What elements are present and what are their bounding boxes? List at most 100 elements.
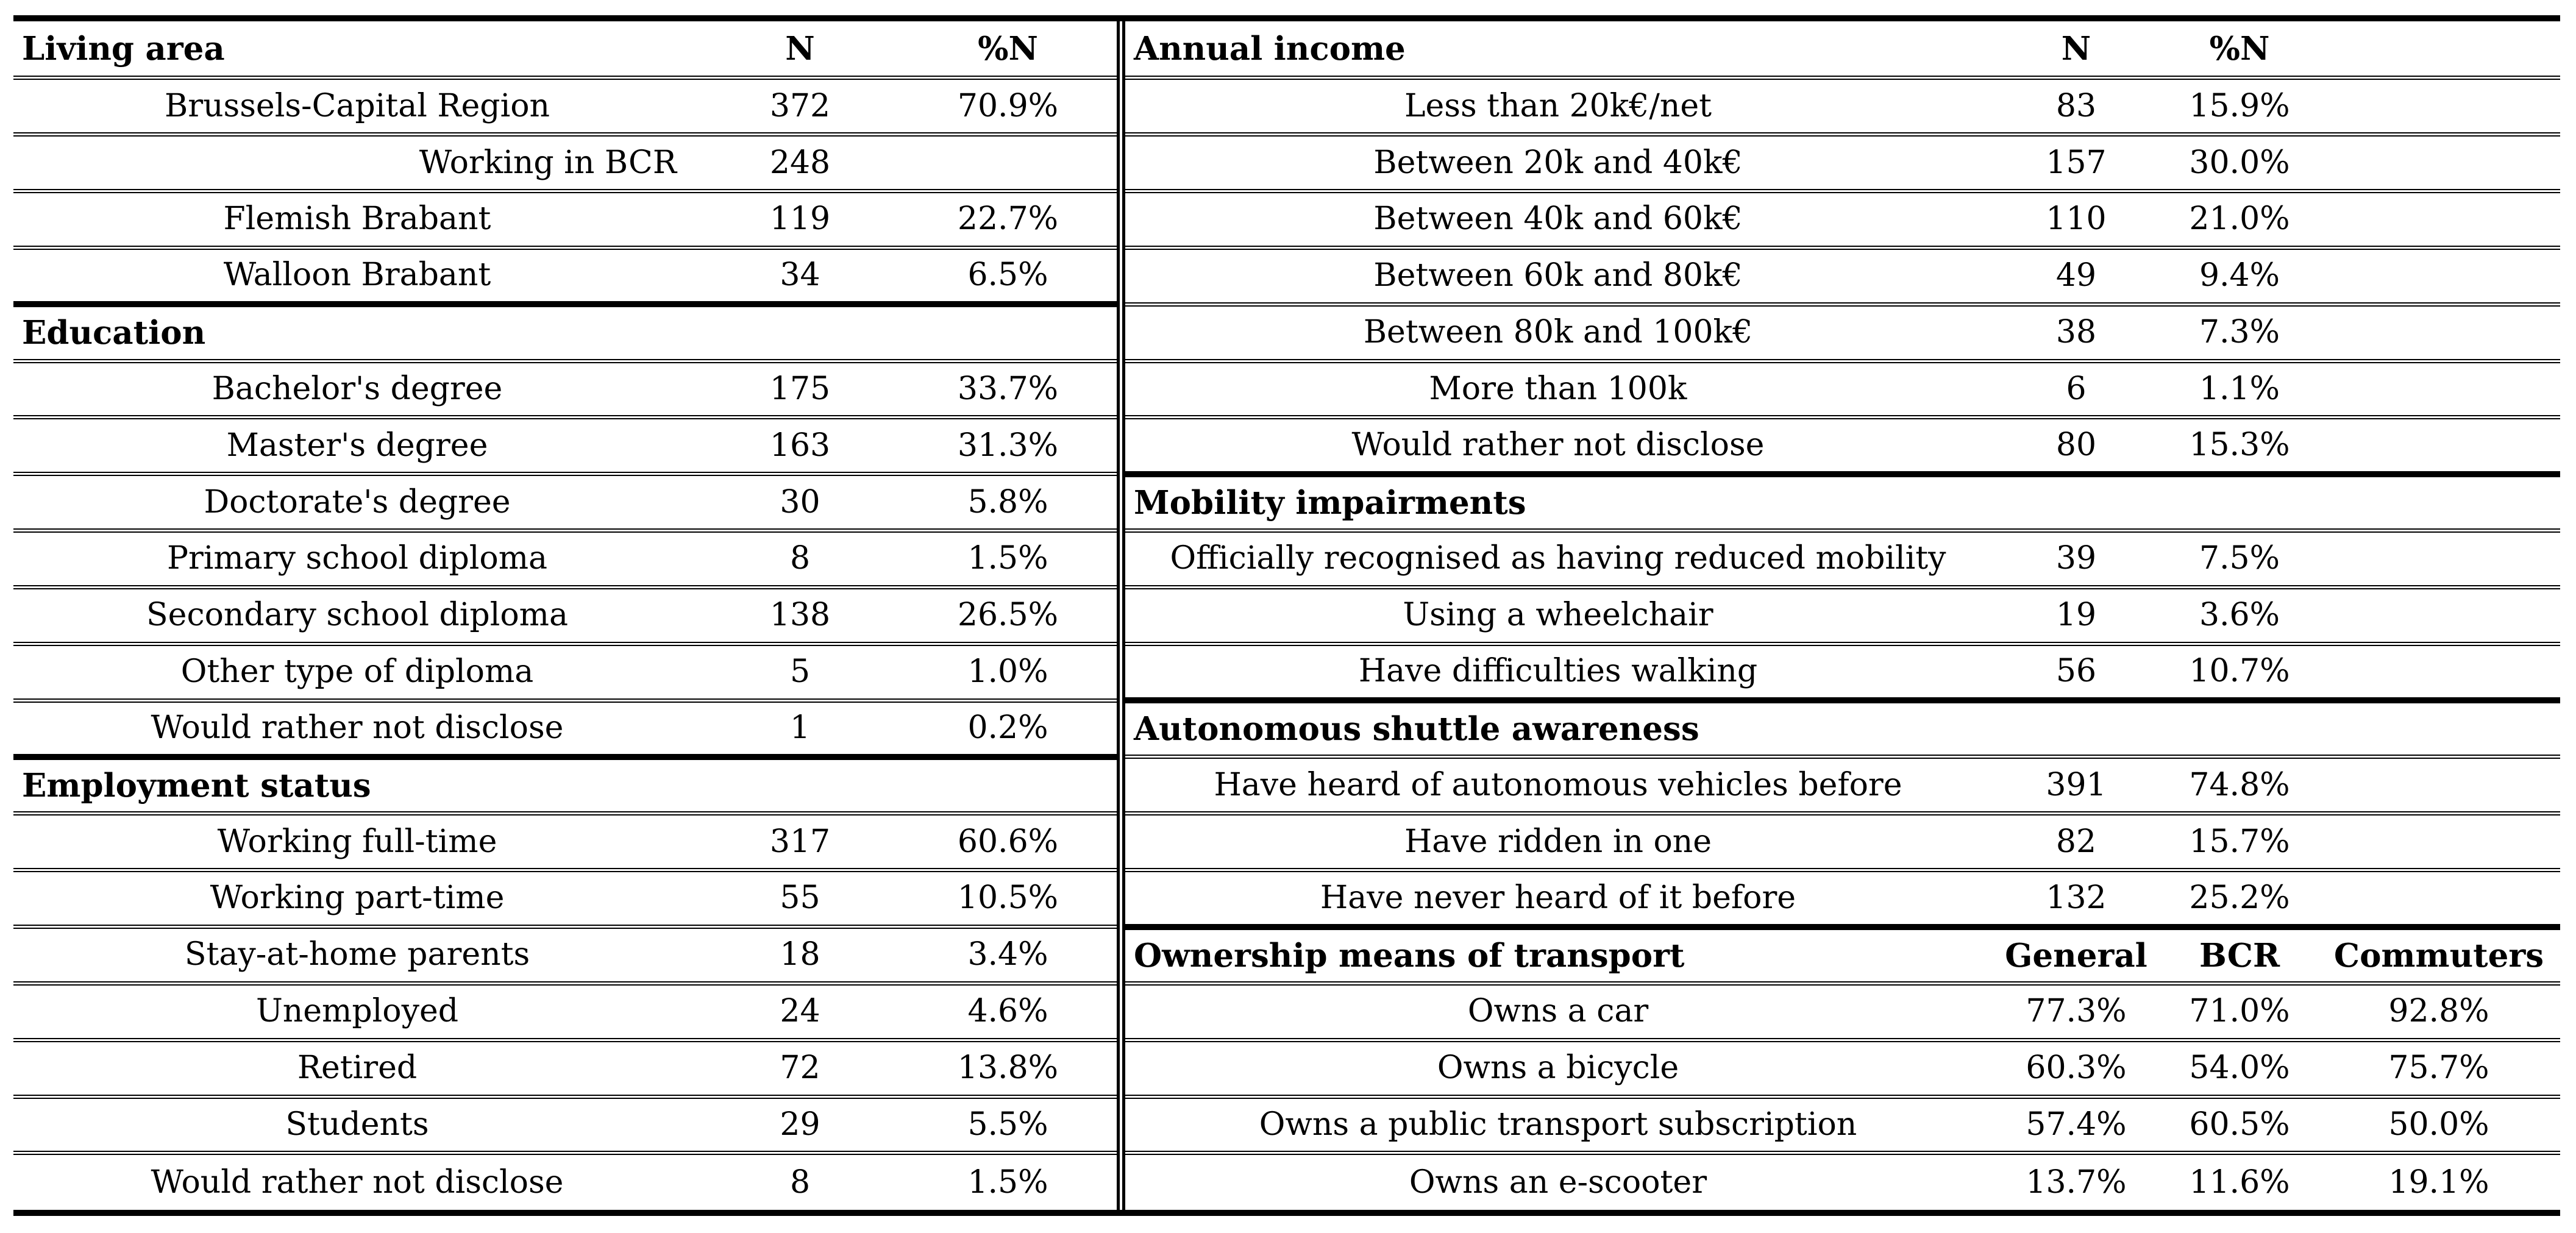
cell-extra: 92.8%	[2318, 981, 2560, 1040]
column-header-n: General	[1991, 923, 2161, 984]
cell-n: 317	[701, 811, 899, 870]
table-row: Between 40k and 60k€ 110 21.0%	[1125, 189, 2560, 248]
cell-extra	[2318, 585, 2560, 644]
row-label: Other type of diploma	[13, 641, 701, 701]
cell-n: 29	[701, 1094, 899, 1153]
cell-n: 13.7%	[1991, 1151, 2161, 1210]
cell-n: 72	[701, 1037, 899, 1097]
table-row: Between 20k and 40k€ 157 30.0%	[1125, 132, 2560, 191]
table-row: Working in BCR 248	[13, 132, 1117, 191]
section-header-row: Employment status	[13, 753, 1117, 814]
cell-extra	[2318, 76, 2560, 135]
cell-pct: 30.0%	[2161, 132, 2318, 191]
section-title: Education	[13, 301, 1117, 361]
cell-extra	[2318, 415, 2560, 474]
cell-pct: 11.6%	[2161, 1151, 2318, 1210]
cell-extra	[2318, 245, 2560, 305]
table-row: Have never heard of it before 132 25.2%	[1125, 868, 2560, 927]
row-label: Between 60k and 80k€	[1125, 245, 1991, 305]
column-header-extra	[2318, 21, 2560, 78]
cell-pct: 54.0%	[2161, 1037, 2318, 1097]
table-row: Between 60k and 80k€ 49 9.4%	[1125, 245, 2560, 305]
table-row: Have ridden in one 82 15.7%	[1125, 811, 2560, 870]
row-label: Owns a car	[1125, 981, 1991, 1040]
column-header-n: N	[2061, 29, 2091, 68]
right-table: Annual income N %N Less than 20k€/net 83 15.9…	[1125, 21, 2560, 1210]
table-row: Owns a bicycle 60.3% 54.0% 75.7%	[1125, 1037, 2560, 1097]
row-label: Have heard of autonomous vehicles before	[1125, 755, 1991, 814]
row-label: Would rather not disclose	[1125, 415, 1991, 474]
row-label: Flemish Brabant	[13, 189, 701, 248]
cell-pct: 33.7%	[899, 358, 1117, 418]
cell-n: 163	[701, 415, 899, 474]
cell-pct: 22.7%	[899, 189, 1117, 248]
row-label: Using a wheelchair	[1125, 585, 1991, 644]
table-row: Unemployed 24 4.6%	[13, 981, 1117, 1040]
column-header-extra: Commuters	[2318, 923, 2560, 984]
cell-extra	[2318, 528, 2560, 588]
cell-pct: 60.5%	[2161, 1094, 2318, 1153]
cell-pct: 70.9%	[899, 76, 1117, 135]
row-label: Have difficulties walking	[1125, 641, 1991, 701]
cell-n: 56	[1991, 641, 2161, 701]
cell-n: 6	[1991, 358, 2161, 418]
table-row: Owns an e-scooter 13.7% 11.6% 19.1%	[1125, 1151, 2560, 1210]
section-header-row: Autonomous shuttle awareness	[1125, 697, 2560, 757]
cell-n: 60.3%	[1991, 1037, 2161, 1097]
table-row: Master's degree 163 31.3%	[13, 415, 1117, 474]
cell-pct: 1.5%	[899, 1151, 1117, 1210]
table-row: Other type of diploma 5 1.0%	[13, 641, 1117, 701]
left-table-body: Living area N %N Brussels-Capital Region 372…	[13, 21, 1117, 1210]
table-row: Walloon Brabant 34 6.5%	[13, 245, 1117, 305]
cell-extra	[2318, 302, 2560, 361]
cell-pct: 13.8%	[899, 1037, 1117, 1097]
cell-pct: 0.2%	[899, 698, 1117, 757]
cell-n: 110	[1991, 189, 2161, 248]
cell-pct: 5.5%	[899, 1094, 1117, 1153]
row-label: Less than 20k€/net	[1125, 76, 1991, 135]
cell-pct	[899, 132, 1117, 191]
cell-n: 19	[1991, 585, 2161, 644]
section-title: Employment status	[13, 753, 1117, 814]
cell-n: 138	[701, 585, 899, 644]
table-row: Brussels-Capital Region 372 70.9%	[13, 76, 1117, 135]
cell-extra	[2318, 189, 2560, 248]
row-label: Students	[13, 1094, 701, 1153]
cell-n: 30	[701, 472, 899, 531]
cell-pct: 15.7%	[2161, 811, 2318, 870]
cell-pct: 1.0%	[899, 641, 1117, 701]
cell-n: 119	[701, 189, 899, 248]
table-row: Would rather not disclose 80 15.3%	[1125, 415, 2560, 474]
section-title: Mobility impairments	[1125, 471, 2560, 531]
cell-n: 1	[701, 698, 899, 757]
row-label: Working in BCR	[13, 132, 701, 191]
cell-pct: 3.4%	[899, 925, 1117, 984]
table-row: Owns a car 77.3% 71.0% 92.8%	[1125, 981, 2560, 1040]
row-label: Owns a public transport subscription	[1125, 1094, 1991, 1153]
table-row: Using a wheelchair 19 3.6%	[1125, 585, 2560, 644]
row-label: Retired	[13, 1037, 701, 1097]
section-header-row: Mobility impairments	[1125, 471, 2560, 531]
column-header-pct: BCR	[2161, 923, 2318, 984]
cell-pct: 26.5%	[899, 585, 1117, 644]
section-header-row: Living area N %N	[13, 21, 1117, 78]
table-row: Students 29 5.5%	[13, 1094, 1117, 1153]
cell-extra	[2318, 811, 2560, 870]
cell-extra	[2318, 641, 2560, 701]
row-label: Brussels-Capital Region	[13, 76, 701, 135]
cell-pct: 7.5%	[2161, 528, 2318, 588]
row-label: Between 80k and 100k€	[1125, 302, 1991, 361]
table-row: Secondary school diploma 138 26.5%	[13, 585, 1117, 644]
cell-n: 157	[1991, 132, 2161, 191]
cell-extra	[2318, 358, 2560, 418]
row-label: Walloon Brabant	[13, 245, 701, 305]
section-title: Annual income	[1134, 29, 1406, 68]
row-label: Primary school diploma	[13, 528, 701, 588]
cell-n: 38	[1991, 302, 2161, 361]
table-row: Working full-time 317 60.6%	[13, 811, 1117, 870]
cell-pct: 10.7%	[2161, 641, 2318, 701]
table-row: Retired 72 13.8%	[13, 1037, 1117, 1097]
cell-n: 8	[701, 528, 899, 588]
table-row: Would rather not disclose 1 0.2%	[13, 698, 1117, 757]
cell-extra: 75.7%	[2318, 1037, 2560, 1097]
